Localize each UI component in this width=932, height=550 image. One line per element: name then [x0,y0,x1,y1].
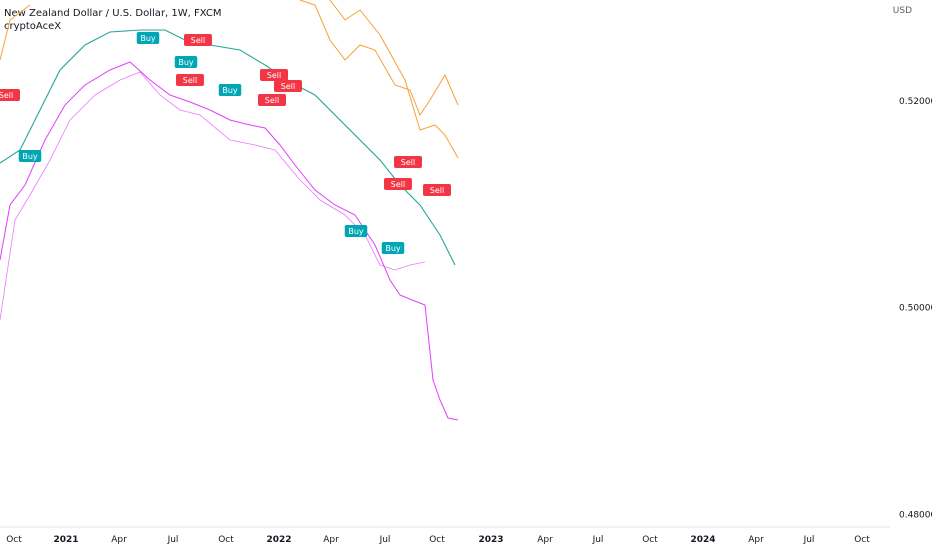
buy-signal-badge [344,225,368,237]
x-tick-label: 2022 [266,535,291,545]
x-tick-label: 2023 [478,535,503,545]
sell-signal-label: Sell [391,180,405,189]
sell-signal-badge [423,184,451,196]
y-tick-label: 0.52000 [899,97,932,107]
upper-band-line [299,0,459,117]
sell-signal-label: Sell [430,186,444,195]
buy-signal-label: Buy [22,152,38,161]
sell-signal-badge [394,156,422,168]
sell-signal-badge [274,80,302,92]
x-tick-label: Apr [111,535,127,545]
overlay-layer: Monthly SUPPLY/SELL ZoneWeekly DEMAND/BU… [0,32,451,254]
x-tick-label: Apr [748,535,764,545]
price-axis: 0.480000.500000.520000.540000.560000.580… [899,97,932,521]
moving-average-line [0,29,456,266]
buy-signal-badge [218,84,242,96]
buy-signal-badge [136,32,160,44]
sell-signal-label: Sell [267,71,281,80]
buy-signal-label: Buy [140,34,156,43]
sell-signal-label: Sell [191,36,205,45]
x-tick-label: Jul [803,535,815,545]
buy-signal-badge [381,242,405,254]
x-tick-label: Oct [6,535,22,545]
x-tick-label: 2024 [690,535,715,545]
sell-signal-badge [260,69,288,81]
sell-signal-label: Sell [401,158,415,167]
currency-label: USD [892,6,912,16]
x-tick-label: 2021 [53,535,78,545]
sell-signal-badge [384,178,412,190]
x-tick-label: Apr [537,535,553,545]
x-tick-label: Oct [642,535,658,545]
upper-band-line [329,0,459,159]
x-tick-label: Jul [167,535,179,545]
indicator-name: cryptoAceX [4,21,62,32]
buy-signal-badge [18,150,42,162]
sell-signal-label: Sell [0,91,13,100]
x-tick-label: Oct [429,535,445,545]
buy-signal-label: Buy [222,86,238,95]
upper-band-line [0,4,31,61]
buy-signal-label: Buy [178,58,194,67]
buy-signal-badge [174,56,198,68]
symbol-title: New Zealand Dollar / U.S. Dollar, 1W, FX… [4,8,222,19]
lower-band-line [0,61,459,421]
x-tick-label: Oct [854,535,870,545]
sell-signal-label: Sell [183,76,197,85]
sell-signal-badge [184,34,212,46]
x-tick-label: Jul [379,535,391,545]
buy-signal-label: Buy [348,227,364,236]
sell-signal-label: Sell [281,82,295,91]
x-tick-label: Apr [323,535,339,545]
buy-signal-label: Buy [385,244,401,253]
x-tick-label: Oct [218,535,234,545]
x-tick-label: Jul [592,535,604,545]
time-axis: Oct 2021 Apr Jul Oct 2022 Apr Jul Oct 2023 Apr Jul O… [0,526,890,545]
sell-signal-badge [0,89,20,101]
indicator-layer [0,0,459,421]
sell-signal-label: Sell [265,96,279,105]
sell-signal-badge [176,74,204,86]
sell-signal-badge [258,94,286,106]
lower-band-line [0,71,426,321]
